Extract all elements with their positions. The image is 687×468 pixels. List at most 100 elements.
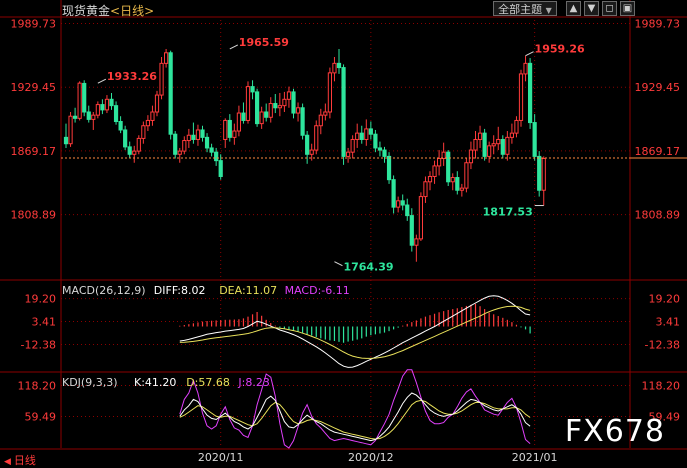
main-y-tick-right: 1869.17 [635,145,681,158]
candle-body [113,105,119,123]
candle-body [441,151,446,160]
restore-icon: ◻ [605,3,614,14]
candle-body [355,132,360,140]
kdj-y-tick-left: 118.20 [18,380,57,393]
candle-body [509,132,514,138]
theme-dropdown-button[interactable]: 全部主题 ▼ [493,1,557,16]
period-label[interactable]: <日线> [110,4,155,18]
candle-body [191,134,196,140]
watermark-logo: FX678 [564,414,665,449]
candle-body [286,91,292,100]
kdj-j-line [179,369,531,449]
macd-y-tick-left: -12.38 [21,338,56,351]
candle-body [386,155,392,181]
candle-body [109,98,114,107]
restore-button[interactable]: ◻ [602,1,617,16]
candle-body [336,62,342,69]
kdj-y-tick-right: 118.20 [642,380,681,393]
candle-body [250,86,255,93]
candle-body [300,107,305,136]
candle-body [168,52,173,135]
candle-body [459,187,464,191]
candle-body [468,149,474,164]
candle-body [204,136,210,149]
candle-body [232,130,237,138]
play-left-icon: ◀ [4,457,11,467]
macd-y-tick-right: 3.41 [656,316,681,329]
period-tab-daily[interactable]: ◀ 日线 [4,452,36,468]
candle-body [323,111,328,116]
candle-body [100,104,105,111]
candle-body [491,143,496,147]
annotation-leader [334,261,343,267]
annotation-leader [97,78,107,84]
candle-body [473,138,478,151]
scroll-down-button[interactable]: ▼ [584,1,599,16]
candle-body [464,162,469,189]
candle-body [318,114,323,127]
candle-body [214,151,219,162]
candle-body [68,115,73,145]
candle-body [264,111,269,118]
candle-body [377,147,383,151]
period-tab-label: 日线 [13,454,36,467]
instrument-name: 现货黄金 [62,4,111,18]
candle-body [150,111,155,121]
theme-button-label: 全部主题 [498,3,543,16]
candle-body [73,115,78,119]
x-tick-label: 2020/11 [198,451,244,464]
candle-body [209,147,214,153]
candle-body [532,122,537,157]
candle-body [268,103,273,118]
candle-body [373,133,378,149]
candle-body [86,111,91,120]
candle-body [227,119,232,138]
chevron-down-icon: ▼ [545,6,552,15]
candle-body [82,82,87,113]
main-y-tick-left: 1869.17 [11,145,57,158]
kdj-legend-title: KDJ(9,3,3) [62,376,118,389]
candle-body [505,136,510,155]
kdj-k-line [179,392,531,442]
candle-body [195,129,201,140]
arrow-up-icon: ▲ [569,3,578,14]
candle-body [91,114,96,120]
kdj-d-line [179,399,531,440]
candle-body [245,86,251,121]
candle-body [346,151,351,157]
main-y-tick-left: 1808.89 [11,209,57,222]
candle-body [482,132,487,157]
macd-y-tick-left: 19.20 [25,293,57,306]
candle-body [423,181,428,198]
candle-body [282,98,287,107]
candle-body [154,94,160,113]
candle-body [541,158,546,191]
candle-body [327,72,332,113]
annotation-leader [525,51,534,57]
kdj-y-tick-right: 59.49 [649,411,681,424]
macd-y-tick-right: 19.20 [649,293,681,306]
candle-body [95,104,100,116]
chart-title: 现货黄金<日线> [62,2,154,19]
macd-y-tick-right: -12.38 [645,338,680,351]
annotation-high: 1933.26 [107,70,157,83]
candle-body [218,160,223,177]
main-y-tick-right: 1808.89 [635,209,681,222]
candle-body [136,137,141,152]
candle-body [332,62,337,74]
candle-body [446,151,451,183]
candle-body [141,125,146,139]
main-y-tick-left: 1929.45 [11,81,57,94]
macd-dif-line [179,295,531,368]
candle-body [487,145,492,157]
candle-body [236,112,242,132]
candle-body [295,107,301,114]
scroll-up-button[interactable]: ▲ [566,1,581,16]
candle-body [104,98,110,111]
candle-body [309,149,314,155]
candle-body [437,158,442,167]
maximize-button[interactable]: ▣ [620,1,635,16]
candle-body [396,200,401,208]
candle-body [500,138,505,155]
annotation-low: 1764.39 [343,261,393,274]
